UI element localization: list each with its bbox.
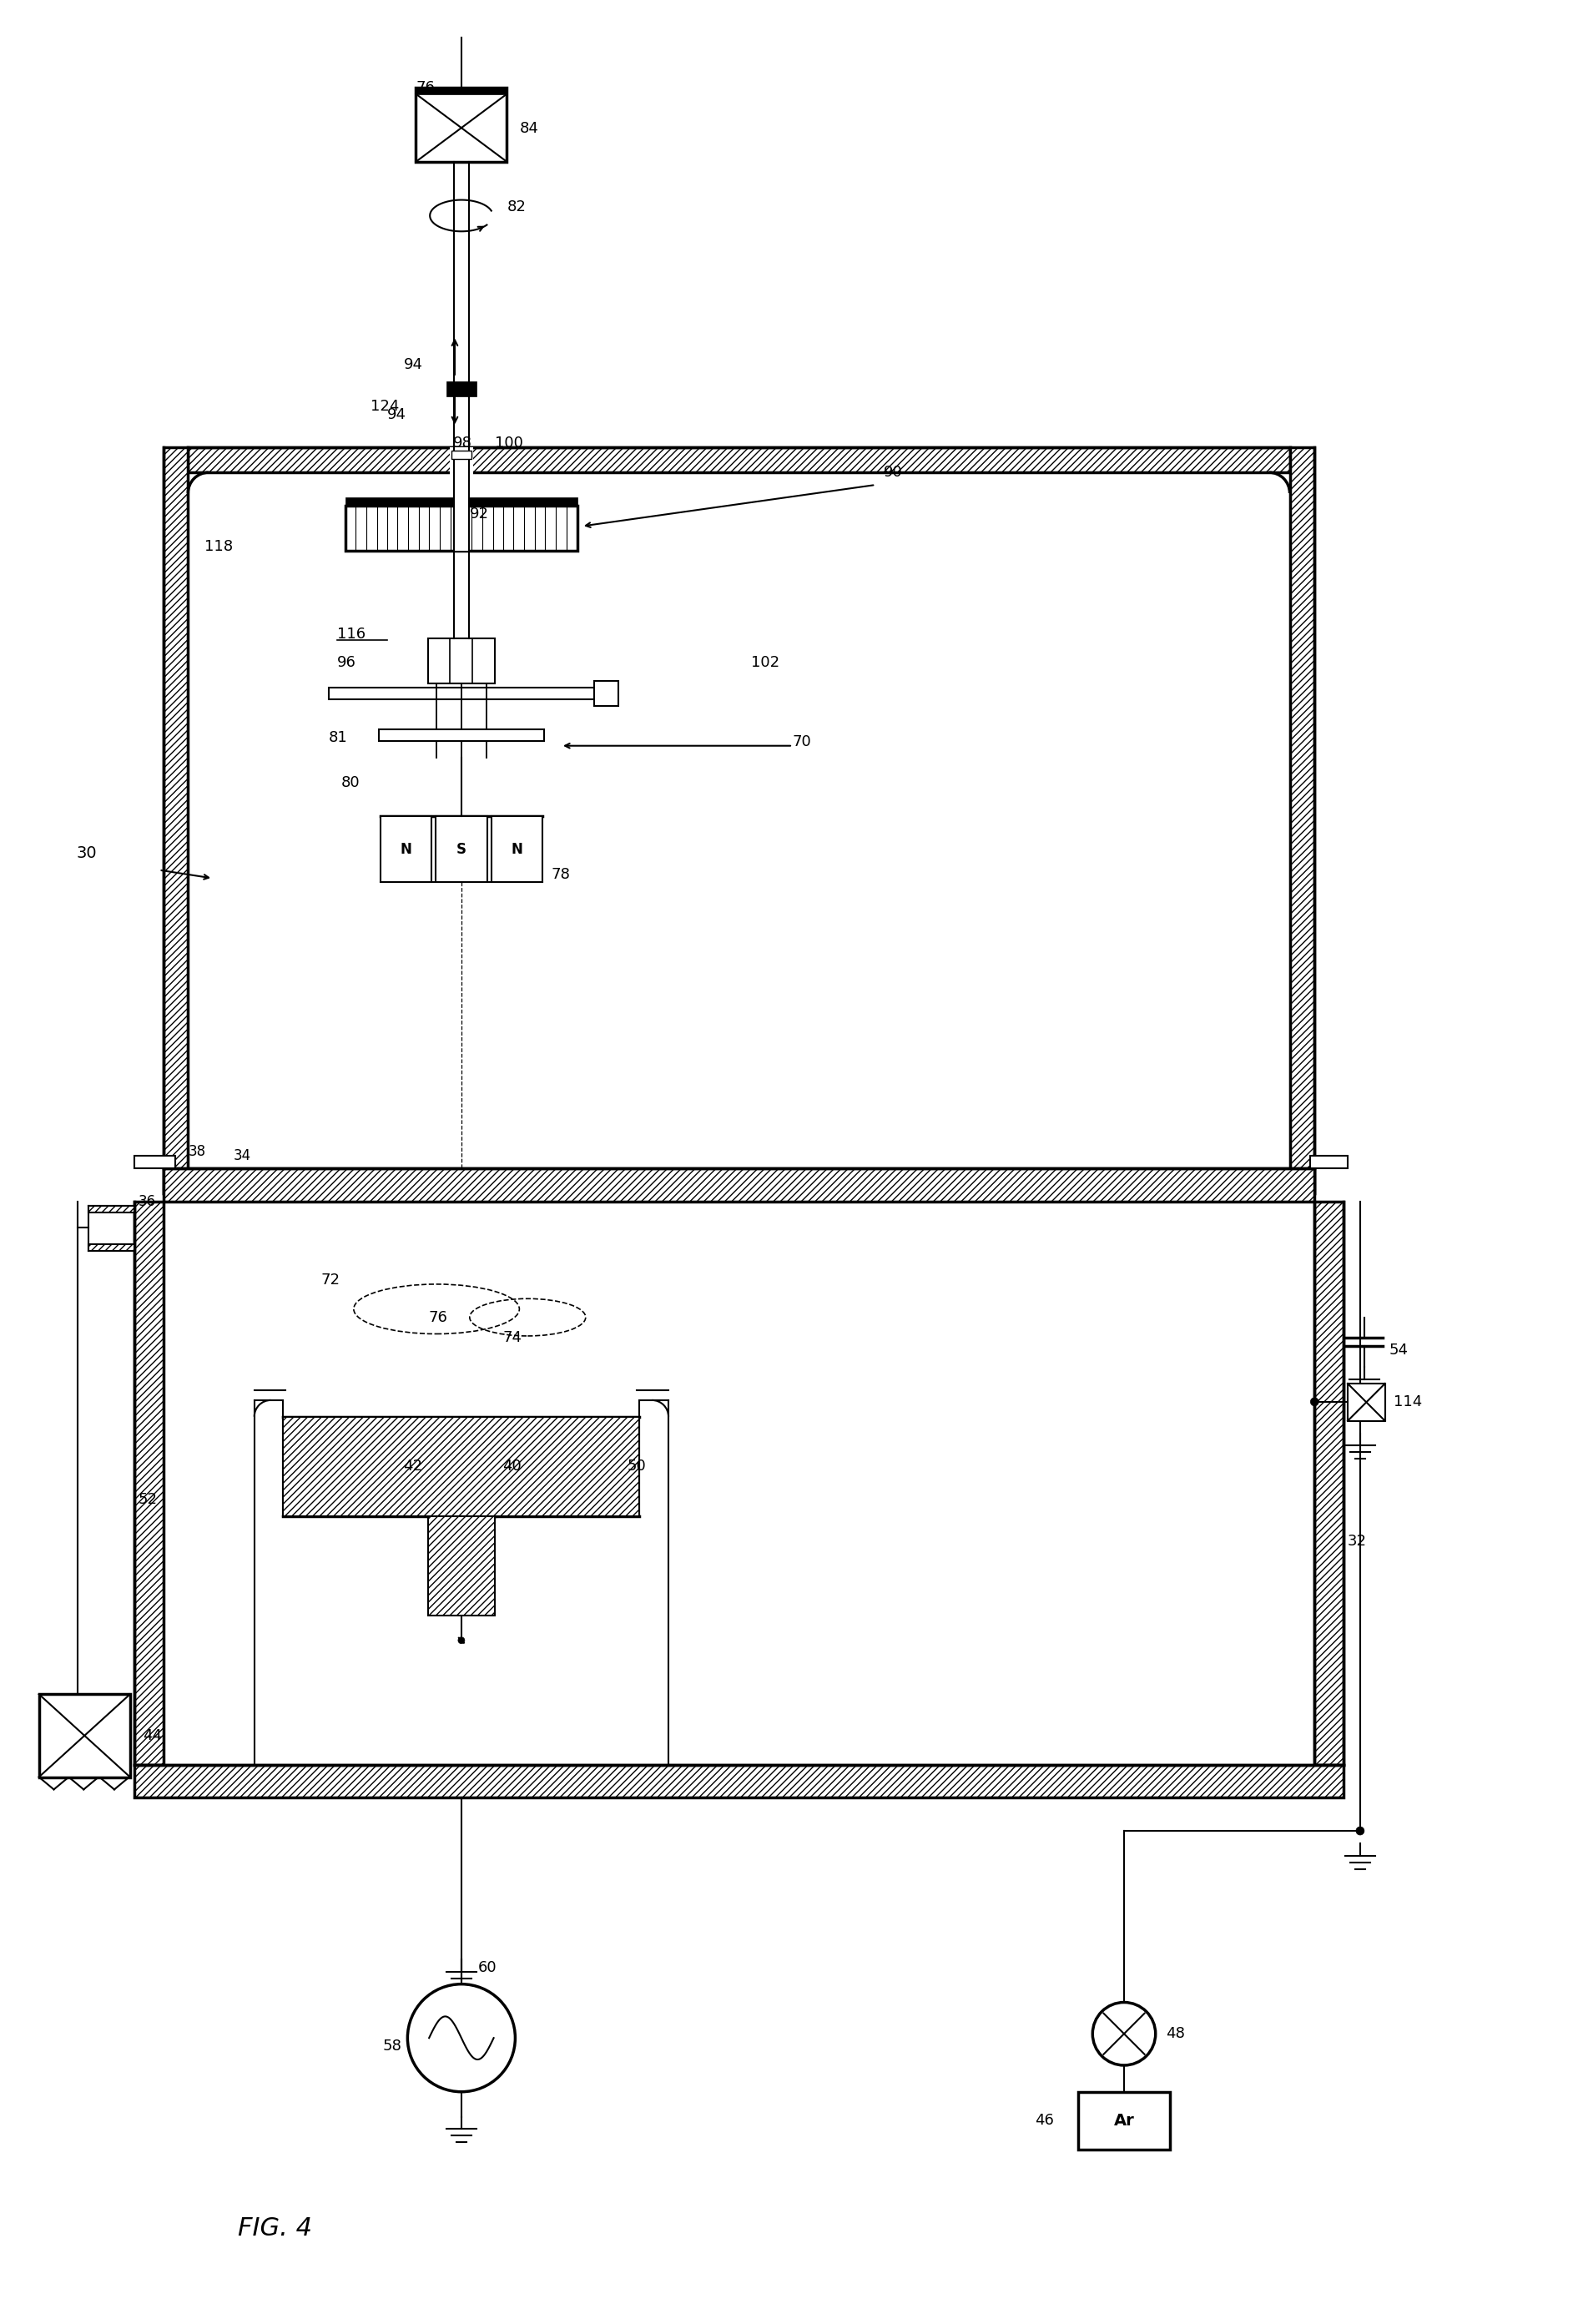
Text: 32: 32 — [1348, 1534, 1367, 1548]
Circle shape — [1356, 1827, 1364, 1836]
Bar — [1315, 1202, 1343, 1764]
Bar — [134, 1155, 176, 1169]
Text: 80: 80 — [341, 776, 360, 790]
Text: 34: 34 — [233, 1148, 252, 1164]
Text: 46: 46 — [1035, 2113, 1054, 2129]
Circle shape — [458, 1636, 464, 1643]
Bar — [379, 730, 544, 741]
Text: 81: 81 — [329, 730, 348, 746]
Circle shape — [407, 1985, 516, 2092]
Text: 92: 92 — [470, 507, 489, 521]
Text: 38: 38 — [189, 1143, 206, 1160]
Bar — [329, 688, 595, 700]
Bar — [455, 497, 469, 551]
Bar — [346, 497, 577, 507]
Text: 94: 94 — [403, 358, 423, 372]
Text: 76: 76 — [415, 79, 434, 95]
Bar — [428, 639, 494, 683]
Bar — [415, 88, 507, 163]
Text: 124: 124 — [370, 400, 400, 414]
Text: 40: 40 — [503, 1459, 522, 1473]
Bar — [88, 1206, 134, 1213]
Text: 52: 52 — [138, 1492, 157, 1506]
Bar — [450, 449, 473, 476]
Bar — [1348, 1383, 1384, 1420]
Bar — [346, 507, 577, 551]
Bar — [164, 1169, 1315, 1202]
Text: 118: 118 — [204, 539, 233, 555]
Bar — [134, 1202, 164, 1764]
Text: N: N — [400, 841, 412, 858]
Bar — [1290, 449, 1315, 1192]
Text: N: N — [511, 841, 522, 858]
Text: 42: 42 — [403, 1459, 423, 1473]
Bar — [164, 449, 189, 1192]
Bar — [88, 1243, 134, 1250]
Text: 82: 82 — [507, 200, 525, 214]
Text: 84: 84 — [519, 121, 538, 137]
Text: 44: 44 — [143, 1729, 162, 1743]
Text: Ar: Ar — [1114, 2113, 1134, 2129]
Bar — [1079, 2092, 1170, 2150]
Text: 78: 78 — [551, 867, 569, 881]
Bar — [283, 1418, 640, 1515]
Text: 72: 72 — [321, 1274, 340, 1287]
Text: 90: 90 — [884, 465, 903, 481]
Circle shape — [1093, 2003, 1156, 2066]
Text: 74: 74 — [503, 1332, 522, 1346]
Text: 96: 96 — [337, 655, 355, 669]
Text: 116: 116 — [337, 627, 365, 641]
Bar — [39, 1694, 131, 1778]
Bar — [134, 1764, 1343, 1799]
Text: S: S — [456, 841, 466, 858]
Text: 70: 70 — [793, 734, 812, 748]
Text: 76: 76 — [428, 1311, 447, 1325]
Text: 50: 50 — [628, 1459, 647, 1473]
Bar — [436, 816, 488, 883]
Bar — [451, 451, 472, 460]
Text: 58: 58 — [382, 2038, 401, 2054]
Bar — [1310, 1155, 1348, 1169]
Text: 36: 36 — [138, 1195, 156, 1208]
Bar — [428, 1515, 494, 1615]
Bar — [415, 88, 507, 93]
Text: 48: 48 — [1166, 2027, 1184, 2040]
Bar — [491, 816, 543, 883]
Bar — [381, 816, 431, 883]
Text: 30: 30 — [76, 846, 98, 862]
Text: 100: 100 — [494, 437, 522, 451]
Text: 98: 98 — [453, 437, 472, 451]
Text: 54: 54 — [1389, 1343, 1408, 1357]
Text: 94: 94 — [387, 407, 406, 423]
Circle shape — [1310, 1397, 1318, 1406]
Bar — [595, 681, 618, 706]
Bar — [447, 381, 477, 395]
Text: FIG. 4: FIG. 4 — [238, 2217, 311, 2240]
Text: 60: 60 — [478, 1959, 497, 1975]
Text: 102: 102 — [752, 655, 780, 669]
Bar — [189, 449, 1290, 472]
Text: 114: 114 — [1394, 1394, 1422, 1408]
